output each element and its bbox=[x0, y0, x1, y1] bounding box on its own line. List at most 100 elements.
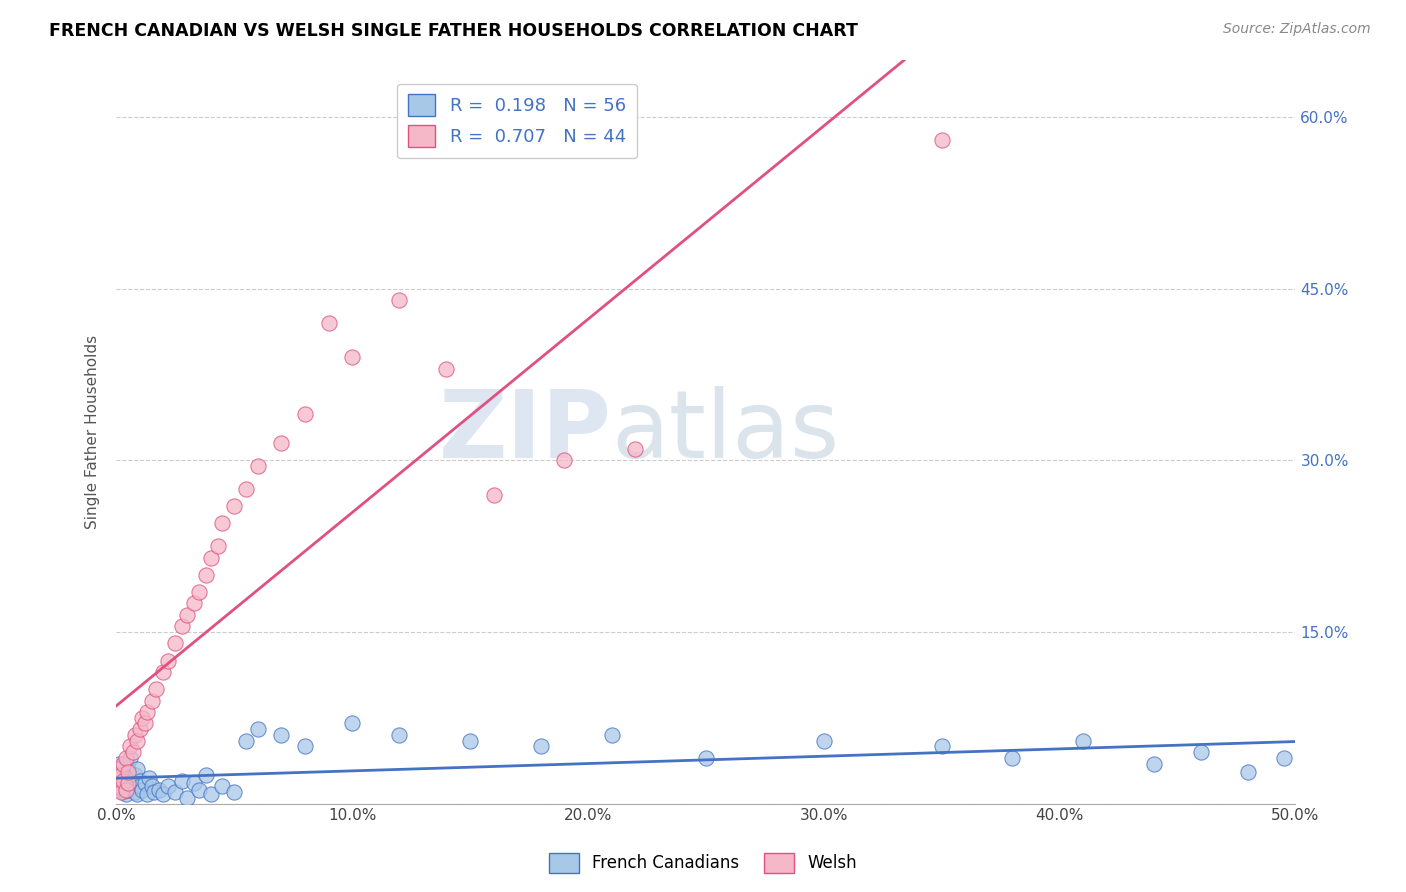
Point bbox=[695, 751, 717, 765]
Point bbox=[235, 733, 257, 747]
Point bbox=[136, 788, 159, 802]
Point bbox=[152, 788, 174, 802]
Point bbox=[112, 773, 135, 788]
Point bbox=[107, 780, 129, 794]
Point bbox=[224, 785, 246, 799]
Point bbox=[107, 773, 129, 788]
Point bbox=[157, 780, 180, 794]
Point bbox=[931, 133, 953, 147]
Point bbox=[200, 550, 222, 565]
Point bbox=[246, 723, 269, 737]
Point bbox=[165, 785, 187, 799]
Point bbox=[1071, 733, 1094, 747]
Point bbox=[121, 772, 143, 786]
Point bbox=[124, 785, 146, 799]
Point bbox=[152, 665, 174, 679]
Point bbox=[1001, 751, 1024, 765]
Point bbox=[183, 596, 205, 610]
Point bbox=[114, 783, 136, 797]
Point bbox=[388, 728, 411, 742]
Point bbox=[131, 711, 153, 725]
Point bbox=[813, 733, 835, 747]
Point bbox=[270, 728, 292, 742]
Point bbox=[340, 350, 363, 364]
Point bbox=[553, 453, 575, 467]
Point bbox=[388, 293, 411, 307]
Point bbox=[294, 408, 316, 422]
Point bbox=[246, 458, 269, 473]
Point bbox=[482, 487, 505, 501]
Point bbox=[131, 783, 153, 797]
Point bbox=[107, 762, 129, 776]
Point bbox=[931, 739, 953, 754]
Point bbox=[117, 764, 139, 779]
Y-axis label: Single Father Households: Single Father Households bbox=[86, 334, 100, 529]
Point bbox=[110, 764, 132, 779]
Point bbox=[114, 788, 136, 802]
Point bbox=[157, 654, 180, 668]
Point bbox=[224, 499, 246, 513]
Text: atlas: atlas bbox=[612, 385, 839, 477]
Point bbox=[134, 716, 156, 731]
Point bbox=[172, 773, 194, 788]
Point bbox=[211, 516, 233, 531]
Point bbox=[211, 780, 233, 794]
Point bbox=[117, 762, 139, 776]
Point bbox=[141, 780, 163, 794]
Point bbox=[1143, 756, 1166, 771]
Point bbox=[1237, 764, 1260, 779]
Point bbox=[117, 776, 139, 790]
Point bbox=[110, 780, 132, 794]
Point bbox=[194, 768, 217, 782]
Point bbox=[136, 705, 159, 719]
Point bbox=[120, 776, 142, 790]
Point bbox=[110, 768, 132, 782]
Point bbox=[120, 751, 142, 765]
Point bbox=[112, 760, 135, 774]
Point bbox=[172, 619, 194, 633]
Point bbox=[134, 776, 156, 790]
Point bbox=[128, 773, 150, 788]
Point bbox=[624, 442, 647, 456]
Point bbox=[176, 791, 198, 805]
Point bbox=[145, 682, 167, 697]
Point bbox=[340, 716, 363, 731]
Point bbox=[183, 776, 205, 790]
Point bbox=[114, 768, 136, 782]
Point bbox=[107, 756, 129, 771]
Point bbox=[1189, 745, 1212, 759]
Text: FRENCH CANADIAN VS WELSH SINGLE FATHER HOUSEHOLDS CORRELATION CHART: FRENCH CANADIAN VS WELSH SINGLE FATHER H… bbox=[49, 22, 858, 40]
Point bbox=[194, 567, 217, 582]
Point bbox=[235, 482, 257, 496]
Point bbox=[165, 636, 187, 650]
Point bbox=[600, 728, 623, 742]
Point bbox=[112, 756, 135, 771]
Point bbox=[318, 316, 340, 330]
Text: ZIP: ZIP bbox=[439, 385, 612, 477]
Point bbox=[148, 783, 170, 797]
Point bbox=[117, 783, 139, 797]
Legend: French Canadians, Welsh: French Canadians, Welsh bbox=[543, 847, 863, 880]
Point bbox=[127, 762, 149, 776]
Point bbox=[141, 693, 163, 707]
Point bbox=[207, 539, 229, 553]
Point bbox=[294, 739, 316, 754]
Point bbox=[143, 785, 166, 799]
Point bbox=[110, 785, 132, 799]
Point bbox=[176, 607, 198, 622]
Point bbox=[436, 361, 458, 376]
Point bbox=[187, 783, 209, 797]
Point bbox=[124, 768, 146, 782]
Point bbox=[128, 723, 150, 737]
Point bbox=[138, 772, 160, 786]
Point bbox=[530, 739, 553, 754]
Text: Source: ZipAtlas.com: Source: ZipAtlas.com bbox=[1223, 22, 1371, 37]
Point bbox=[114, 751, 136, 765]
Point bbox=[187, 585, 209, 599]
Point bbox=[458, 733, 481, 747]
Point bbox=[128, 780, 150, 794]
Point bbox=[127, 788, 149, 802]
Legend: R =  0.198   N = 56, R =  0.707   N = 44: R = 0.198 N = 56, R = 0.707 N = 44 bbox=[398, 84, 637, 158]
Point bbox=[1272, 751, 1295, 765]
Point bbox=[127, 733, 149, 747]
